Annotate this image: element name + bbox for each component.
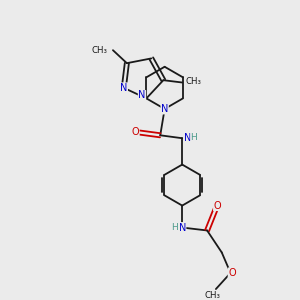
Text: O: O xyxy=(214,201,221,211)
Text: N: N xyxy=(120,83,127,93)
Text: H: H xyxy=(171,223,178,232)
Text: N: N xyxy=(178,223,186,232)
Text: N: N xyxy=(184,133,191,143)
Text: N: N xyxy=(161,104,168,114)
Text: O: O xyxy=(131,128,139,137)
Text: O: O xyxy=(228,268,236,278)
Text: CH₃: CH₃ xyxy=(92,46,108,55)
Text: CH₃: CH₃ xyxy=(205,290,221,299)
Text: CH₃: CH₃ xyxy=(185,76,201,85)
Text: H: H xyxy=(190,133,197,142)
Text: N: N xyxy=(138,91,146,100)
